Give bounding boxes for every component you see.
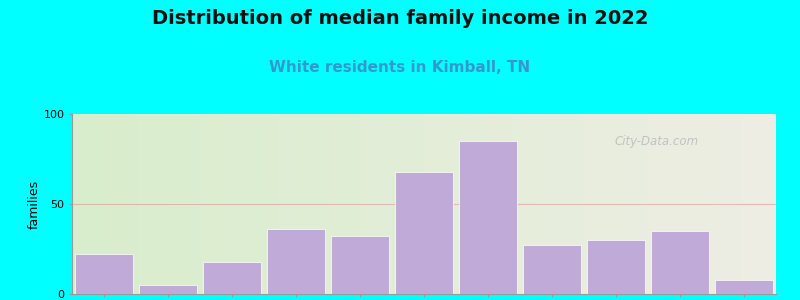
Text: White residents in Kimball, TN: White residents in Kimball, TN	[270, 60, 530, 75]
Text: City-Data.com: City-Data.com	[614, 134, 698, 148]
Bar	[266, 229, 326, 294]
Bar	[394, 172, 454, 294]
Bar	[458, 141, 518, 294]
Bar	[586, 240, 646, 294]
Bar	[522, 245, 582, 294]
Text: Distribution of median family income in 2022: Distribution of median family income in …	[152, 9, 648, 28]
Bar	[650, 231, 710, 294]
Bar	[74, 254, 134, 294]
Bar	[202, 262, 262, 294]
Bar	[138, 285, 198, 294]
Bar	[330, 236, 390, 294]
Y-axis label: families: families	[27, 179, 41, 229]
Bar	[714, 280, 774, 294]
